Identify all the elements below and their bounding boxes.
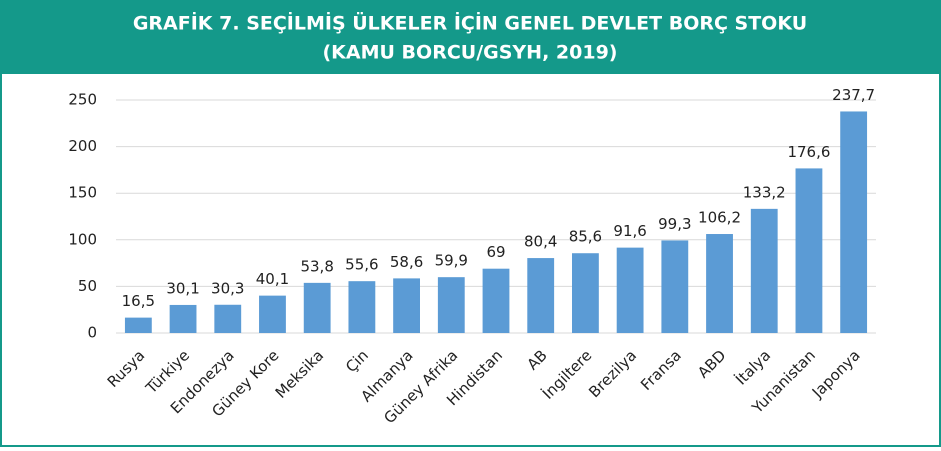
bar: [482, 268, 510, 333]
data-label: 106,2: [698, 209, 741, 227]
bar: [706, 234, 733, 333]
data-label: 176,6: [787, 143, 830, 161]
data-label: 69: [486, 243, 505, 261]
bar: [393, 278, 420, 333]
chart-subtitle: (KAMU BORCU/GSYH, 2019): [323, 42, 618, 64]
data-label: 16,5: [122, 292, 155, 310]
bar: [437, 277, 465, 333]
data-label: 55,6: [345, 256, 378, 274]
data-label: 58,6: [390, 253, 423, 271]
bar: [527, 258, 555, 333]
y-tick-label: 200: [68, 137, 97, 155]
bar: [259, 295, 286, 333]
header: [0, 0, 941, 74]
bar: [348, 281, 376, 333]
bar: [795, 168, 823, 333]
bar: [750, 208, 778, 333]
y-tick-label: 0: [87, 324, 97, 342]
data-label: 30,3: [211, 279, 244, 297]
y-tick-label: 250: [68, 91, 97, 109]
data-label: 30,1: [166, 279, 199, 297]
data-label: 59,9: [435, 252, 468, 270]
data-label: 91,6: [613, 222, 646, 240]
data-label: 53,8: [300, 257, 333, 275]
data-label: 80,4: [524, 233, 557, 251]
data-label: 237,7: [832, 86, 875, 104]
bar: [840, 111, 868, 334]
y-tick-label: 50: [78, 277, 97, 295]
bar: [214, 304, 242, 333]
bar: [616, 247, 644, 333]
chart-title: GRAFİK 7. SEÇİLMİŞ ÜLKELER İÇİN GENEL DE…: [133, 11, 807, 35]
bar: [124, 317, 152, 333]
y-tick-label: 150: [68, 184, 97, 202]
bar: [169, 304, 197, 333]
y-tick-label: 100: [68, 230, 97, 248]
data-label: 99,3: [658, 215, 691, 233]
bar: [572, 253, 599, 333]
data-label: 133,2: [743, 183, 786, 201]
bar: [303, 282, 331, 333]
data-label: 85,6: [569, 228, 602, 246]
data-label: 40,1: [256, 270, 289, 288]
bar: [661, 240, 689, 333]
